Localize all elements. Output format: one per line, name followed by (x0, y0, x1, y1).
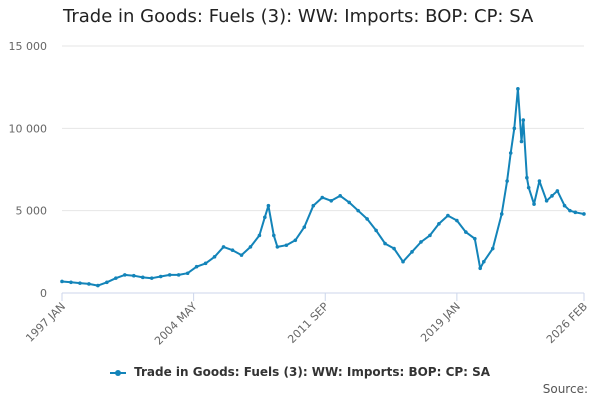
data-point[interactable] (302, 225, 307, 229)
data-point[interactable] (521, 118, 526, 122)
data-point[interactable] (519, 139, 524, 144)
data-point[interactable] (257, 233, 262, 238)
data-point[interactable] (437, 222, 441, 226)
legend-line-marker-icon (109, 369, 126, 376)
data-point[interactable] (167, 273, 172, 277)
data-point[interactable] (490, 246, 495, 251)
data-point[interactable] (446, 213, 450, 218)
data-point[interactable] (123, 273, 127, 277)
data-point[interactable] (499, 212, 504, 216)
x-axis (61, 292, 585, 301)
data-point[interactable] (478, 266, 483, 271)
data-point[interactable] (562, 203, 567, 208)
data-point[interactable] (516, 87, 520, 91)
x-axis-tick-labels: 1997 JAN 2004 MAY 2011 SEP 2019 JAN 2026 FEB (23, 300, 590, 348)
data-point[interactable] (239, 253, 244, 257)
data-point[interactable] (508, 151, 513, 155)
data-point[interactable] (555, 189, 560, 193)
y-tick-label: 10 000 (9, 122, 48, 135)
data-point[interactable] (525, 175, 529, 180)
data-point[interactable] (526, 185, 531, 190)
y-axis-tick-labels: 0 5 000 10 000 15 000 (9, 40, 48, 300)
data-point[interactable] (60, 279, 64, 284)
source-label: Source: (542, 382, 588, 396)
series-line[interactable] (61, 87, 585, 287)
data-point[interactable] (532, 202, 536, 206)
data-point[interactable] (131, 273, 136, 278)
data-point[interactable] (505, 179, 509, 183)
data-point[interactable] (114, 276, 118, 280)
y-tick-label: 5 000 (16, 205, 48, 218)
data-point[interactable] (537, 179, 542, 183)
data-point[interactable] (248, 245, 253, 249)
data-point[interactable] (392, 246, 396, 251)
data-point[interactable] (230, 248, 235, 252)
data-point[interactable] (550, 194, 554, 198)
gridlines (62, 45, 584, 212)
data-point[interactable] (78, 281, 82, 285)
x-tick-label: 2019 JAN (418, 300, 463, 345)
data-point[interactable] (544, 198, 549, 203)
data-point[interactable] (158, 274, 163, 279)
data-point[interactable] (105, 280, 109, 285)
data-point[interactable] (374, 228, 378, 233)
data-point[interactable] (96, 283, 100, 288)
data-point[interactable] (221, 245, 226, 249)
data-point[interactable] (464, 230, 468, 234)
data-point[interactable] (194, 264, 199, 269)
data-point[interactable] (284, 243, 289, 248)
data-point[interactable] (293, 238, 298, 243)
x-tick-label: 2011 SEP (285, 300, 331, 346)
legend-label: Trade in Goods: Fuels (3): WW: Imports: … (134, 365, 491, 379)
data-point[interactable] (582, 212, 586, 216)
data-point[interactable] (347, 200, 351, 205)
data-point[interactable] (212, 254, 217, 259)
x-tick-label: 2026 FEB (544, 300, 590, 346)
data-point[interactable] (263, 215, 267, 220)
x-tick-label: 1997 JAN (23, 300, 68, 345)
data-point[interactable] (365, 217, 369, 221)
data-point[interactable] (356, 208, 360, 213)
data-point[interactable] (320, 195, 325, 200)
data-point[interactable] (481, 259, 486, 264)
data-point[interactable] (311, 203, 316, 208)
data-point[interactable] (275, 245, 280, 249)
data-point[interactable] (69, 280, 73, 285)
x-tick-label: 2004 MAY (152, 300, 200, 348)
y-tick-label: 15 000 (9, 40, 48, 53)
data-point[interactable] (383, 241, 387, 246)
data-point[interactable] (410, 250, 414, 254)
data-point[interactable] (185, 271, 190, 276)
data-point[interactable] (338, 194, 343, 198)
data-point[interactable] (573, 210, 578, 215)
data-point[interactable] (329, 198, 334, 203)
data-point[interactable] (149, 276, 154, 280)
data-point[interactable] (140, 275, 145, 280)
data-point[interactable] (87, 282, 91, 286)
data-point[interactable] (419, 240, 423, 244)
y-tick-label: 0 (40, 287, 47, 300)
series-layer (60, 87, 586, 288)
data-point[interactable] (203, 261, 208, 266)
data-point[interactable] (473, 236, 477, 241)
data-point[interactable] (568, 208, 572, 213)
data-point[interactable] (455, 218, 459, 223)
data-point[interactable] (512, 126, 517, 131)
chart-title: Trade in Goods: Fuels (3): WW: Imports: … (63, 6, 534, 27)
data-point[interactable] (428, 233, 432, 238)
legend[interactable]: Trade in Goods: Fuels (3): WW: Imports: … (0, 365, 600, 379)
data-point[interactable] (266, 203, 271, 208)
data-point[interactable] (401, 259, 405, 264)
data-point[interactable] (271, 233, 276, 238)
data-point[interactable] (176, 273, 181, 277)
